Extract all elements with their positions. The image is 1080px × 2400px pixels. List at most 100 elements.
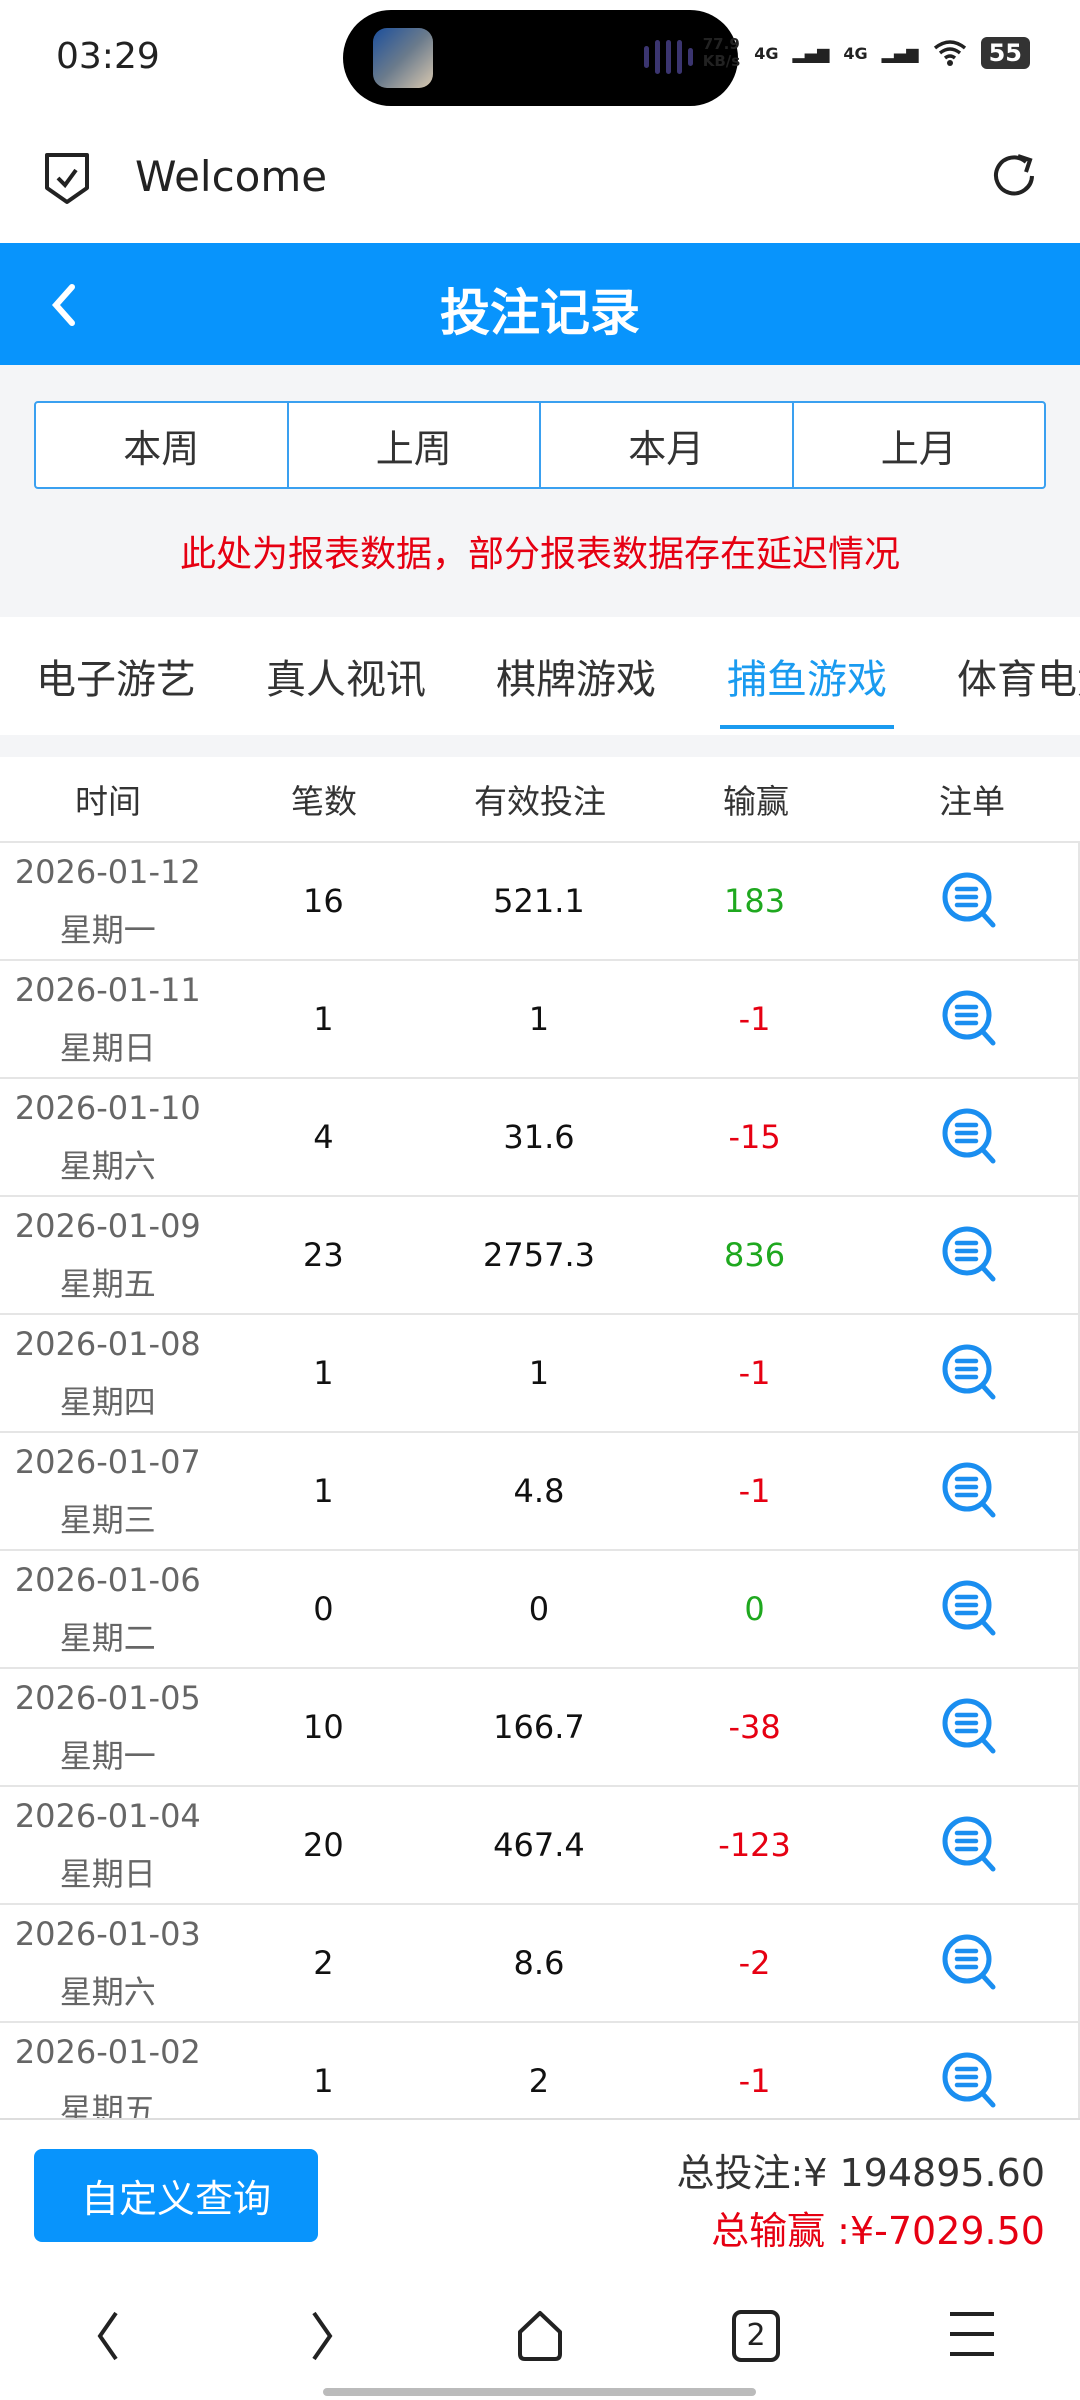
period-last-month[interactable]: 上月: [880, 426, 957, 471]
row-weekday: 星期五: [59, 2091, 156, 2118]
row-date: 2026-01-05: [14, 1679, 201, 1717]
view-orders-icon[interactable]: [862, 1551, 1078, 1667]
view-orders-icon[interactable]: [862, 1315, 1078, 1431]
row-count: 16: [303, 882, 344, 920]
forward-icon[interactable]: [308, 2310, 338, 2366]
row-weekday: 星期三: [59, 1501, 156, 1539]
row-date: 2026-01-07: [14, 1443, 201, 1481]
view-orders-icon[interactable]: [862, 2023, 1078, 2118]
custom-query-button[interactable]: 自定义查询: [34, 2149, 318, 2242]
filter-area: 本周 上周 本月 上月 此处为报表数据，部分报表数据存在延迟情况: [0, 365, 1080, 617]
menu-icon[interactable]: [948, 2310, 996, 2362]
row-date: 2026-01-11: [14, 971, 201, 1009]
view-orders-icon[interactable]: [862, 1669, 1078, 1785]
table-body[interactable]: 2026-01-12 星期一 16 521.1 183 2026-01-11 星期日…: [0, 843, 1080, 2118]
row-valid-bet: 1: [528, 1354, 550, 1392]
period-selector: 本周 上周 本月 上月: [34, 401, 1046, 489]
speed-value: 77.9: [702, 35, 740, 53]
row-date-cell: 2026-01-12 星期一: [0, 843, 216, 959]
tabs-count-icon[interactable]: 2: [732, 2310, 780, 2362]
row-weekday: 星期一: [59, 1737, 156, 1775]
period-this-month[interactable]: 本月: [541, 403, 794, 487]
row-date-cell: 2026-01-03 星期六: [0, 1905, 216, 2021]
active-tab-indicator: [720, 725, 894, 729]
table-row: 2026-01-06 星期二 0 0 0: [0, 1551, 1080, 1669]
speed-unit: KB/s: [702, 52, 741, 70]
row-win-loss: -15: [728, 1118, 781, 1156]
table-row: 2026-01-12 星期一 16 521.1 183: [0, 843, 1080, 961]
row-valid-bet: 2757.3: [483, 1236, 595, 1274]
row-date: 2026-01-09: [14, 1207, 201, 1245]
header-title: 投注记录: [440, 284, 640, 342]
system-icons: 77.9 KB/s 4G ▂▄▆ 4G ▂▄▆ 55: [703, 36, 1030, 70]
row-weekday: 星期二: [59, 1619, 156, 1657]
app-header: 投注记录: [0, 243, 1080, 365]
row-count: 20: [303, 1826, 344, 1864]
row-count: 4: [313, 1118, 334, 1156]
row-valid-bet: 1: [528, 1000, 550, 1038]
row-count: 2: [313, 1944, 334, 1982]
row-weekday: 星期四: [59, 1383, 156, 1421]
row-count: 1: [313, 1354, 334, 1392]
browser-bar: Welcome: [0, 110, 1080, 243]
back-arrow-icon[interactable]: [44, 277, 84, 333]
view-orders-icon[interactable]: [862, 961, 1078, 1077]
row-valid-bet: 166.7: [493, 1708, 585, 1746]
view-orders-icon[interactable]: [862, 1787, 1078, 1903]
total-bet: 总投注:¥ 194895.60: [676, 2151, 1045, 2195]
table-row: 2026-01-07 星期三 1 4.8 -1: [0, 1433, 1080, 1551]
table-row: 2026-01-10 星期六 4 31.6 -15: [0, 1079, 1080, 1197]
row-date-cell: 2026-01-05 星期一: [0, 1669, 216, 1785]
table-row: 2026-01-03 星期六 2 8.6 -2: [0, 1905, 1080, 2023]
signal-bars-icon: ▂▄▆: [881, 43, 919, 63]
view-orders-icon[interactable]: [862, 1079, 1078, 1195]
row-valid-bet: 8.6: [513, 1944, 565, 1982]
row-valid-bet: 467.4: [493, 1826, 585, 1864]
row-win-loss: -38: [728, 1708, 781, 1746]
row-date-cell: 2026-01-04 星期日: [0, 1787, 216, 1903]
summary-bar: 自定义查询 总投注:¥ 194895.60 总输赢 :¥-7029.50: [0, 2118, 1080, 2270]
tab-live[interactable]: 真人视讯: [266, 657, 426, 703]
row-count: 1: [313, 1000, 334, 1038]
total-win-loss: 总输赢 :¥-7029.50: [711, 2209, 1045, 2253]
period-last-week[interactable]: 上周: [289, 403, 541, 487]
tab-sports[interactable]: 体育电竞: [957, 657, 1080, 703]
tab-electronic[interactable]: 电子游艺: [36, 657, 196, 703]
row-date-cell: 2026-01-06 星期二: [0, 1551, 216, 1667]
view-orders-icon[interactable]: [862, 1905, 1078, 2021]
home-icon[interactable]: [516, 2310, 564, 2366]
row-weekday: 星期六: [59, 1973, 156, 2011]
row-win-loss: 0: [744, 1590, 765, 1628]
view-orders-icon[interactable]: [862, 1433, 1078, 1549]
table-row: 2026-01-05 星期一 10 166.7 -38: [0, 1669, 1080, 1787]
row-win-loss: -1: [738, 1000, 771, 1038]
back-icon[interactable]: [92, 2310, 122, 2366]
signal-icon-2: 4G: [843, 43, 868, 63]
period-this-week[interactable]: 本周: [36, 403, 289, 487]
signal-bars-icon: ▂▄▆: [792, 43, 830, 63]
row-date-cell: 2026-01-10 星期六: [0, 1079, 216, 1195]
home-indicator[interactable]: [323, 2388, 756, 2396]
network-speed: 77.9 KB/s: [703, 36, 740, 70]
col-time: 时间: [75, 782, 141, 821]
view-orders-icon[interactable]: [862, 843, 1078, 959]
row-valid-bet: 31.6: [503, 1118, 575, 1156]
tab-fishing[interactable]: 捕鱼游戏: [727, 657, 887, 703]
row-date: 2026-01-02: [14, 2033, 201, 2071]
media-thumbnail: [373, 28, 433, 88]
row-weekday: 星期六: [59, 1147, 156, 1185]
col-valid-bet: 有效投注: [474, 782, 606, 821]
table-row: 2026-01-08 星期四 1 1 -1: [0, 1315, 1080, 1433]
row-date: 2026-01-06: [14, 1561, 201, 1599]
table-row: 2026-01-04 星期日 20 467.4 -123: [0, 1787, 1080, 1905]
tab-card[interactable]: 棋牌游戏: [496, 657, 656, 703]
row-count: 0: [313, 1590, 334, 1628]
row-win-loss: 836: [724, 1236, 786, 1274]
refresh-icon[interactable]: [988, 150, 1040, 202]
row-valid-bet: 0: [528, 1590, 550, 1628]
view-orders-icon[interactable]: [862, 1197, 1078, 1313]
shield-check-icon[interactable]: [42, 150, 92, 206]
col-win-loss: 输赢: [723, 782, 789, 821]
row-date: 2026-01-04: [14, 1797, 201, 1835]
row-weekday: 星期一: [59, 911, 156, 949]
